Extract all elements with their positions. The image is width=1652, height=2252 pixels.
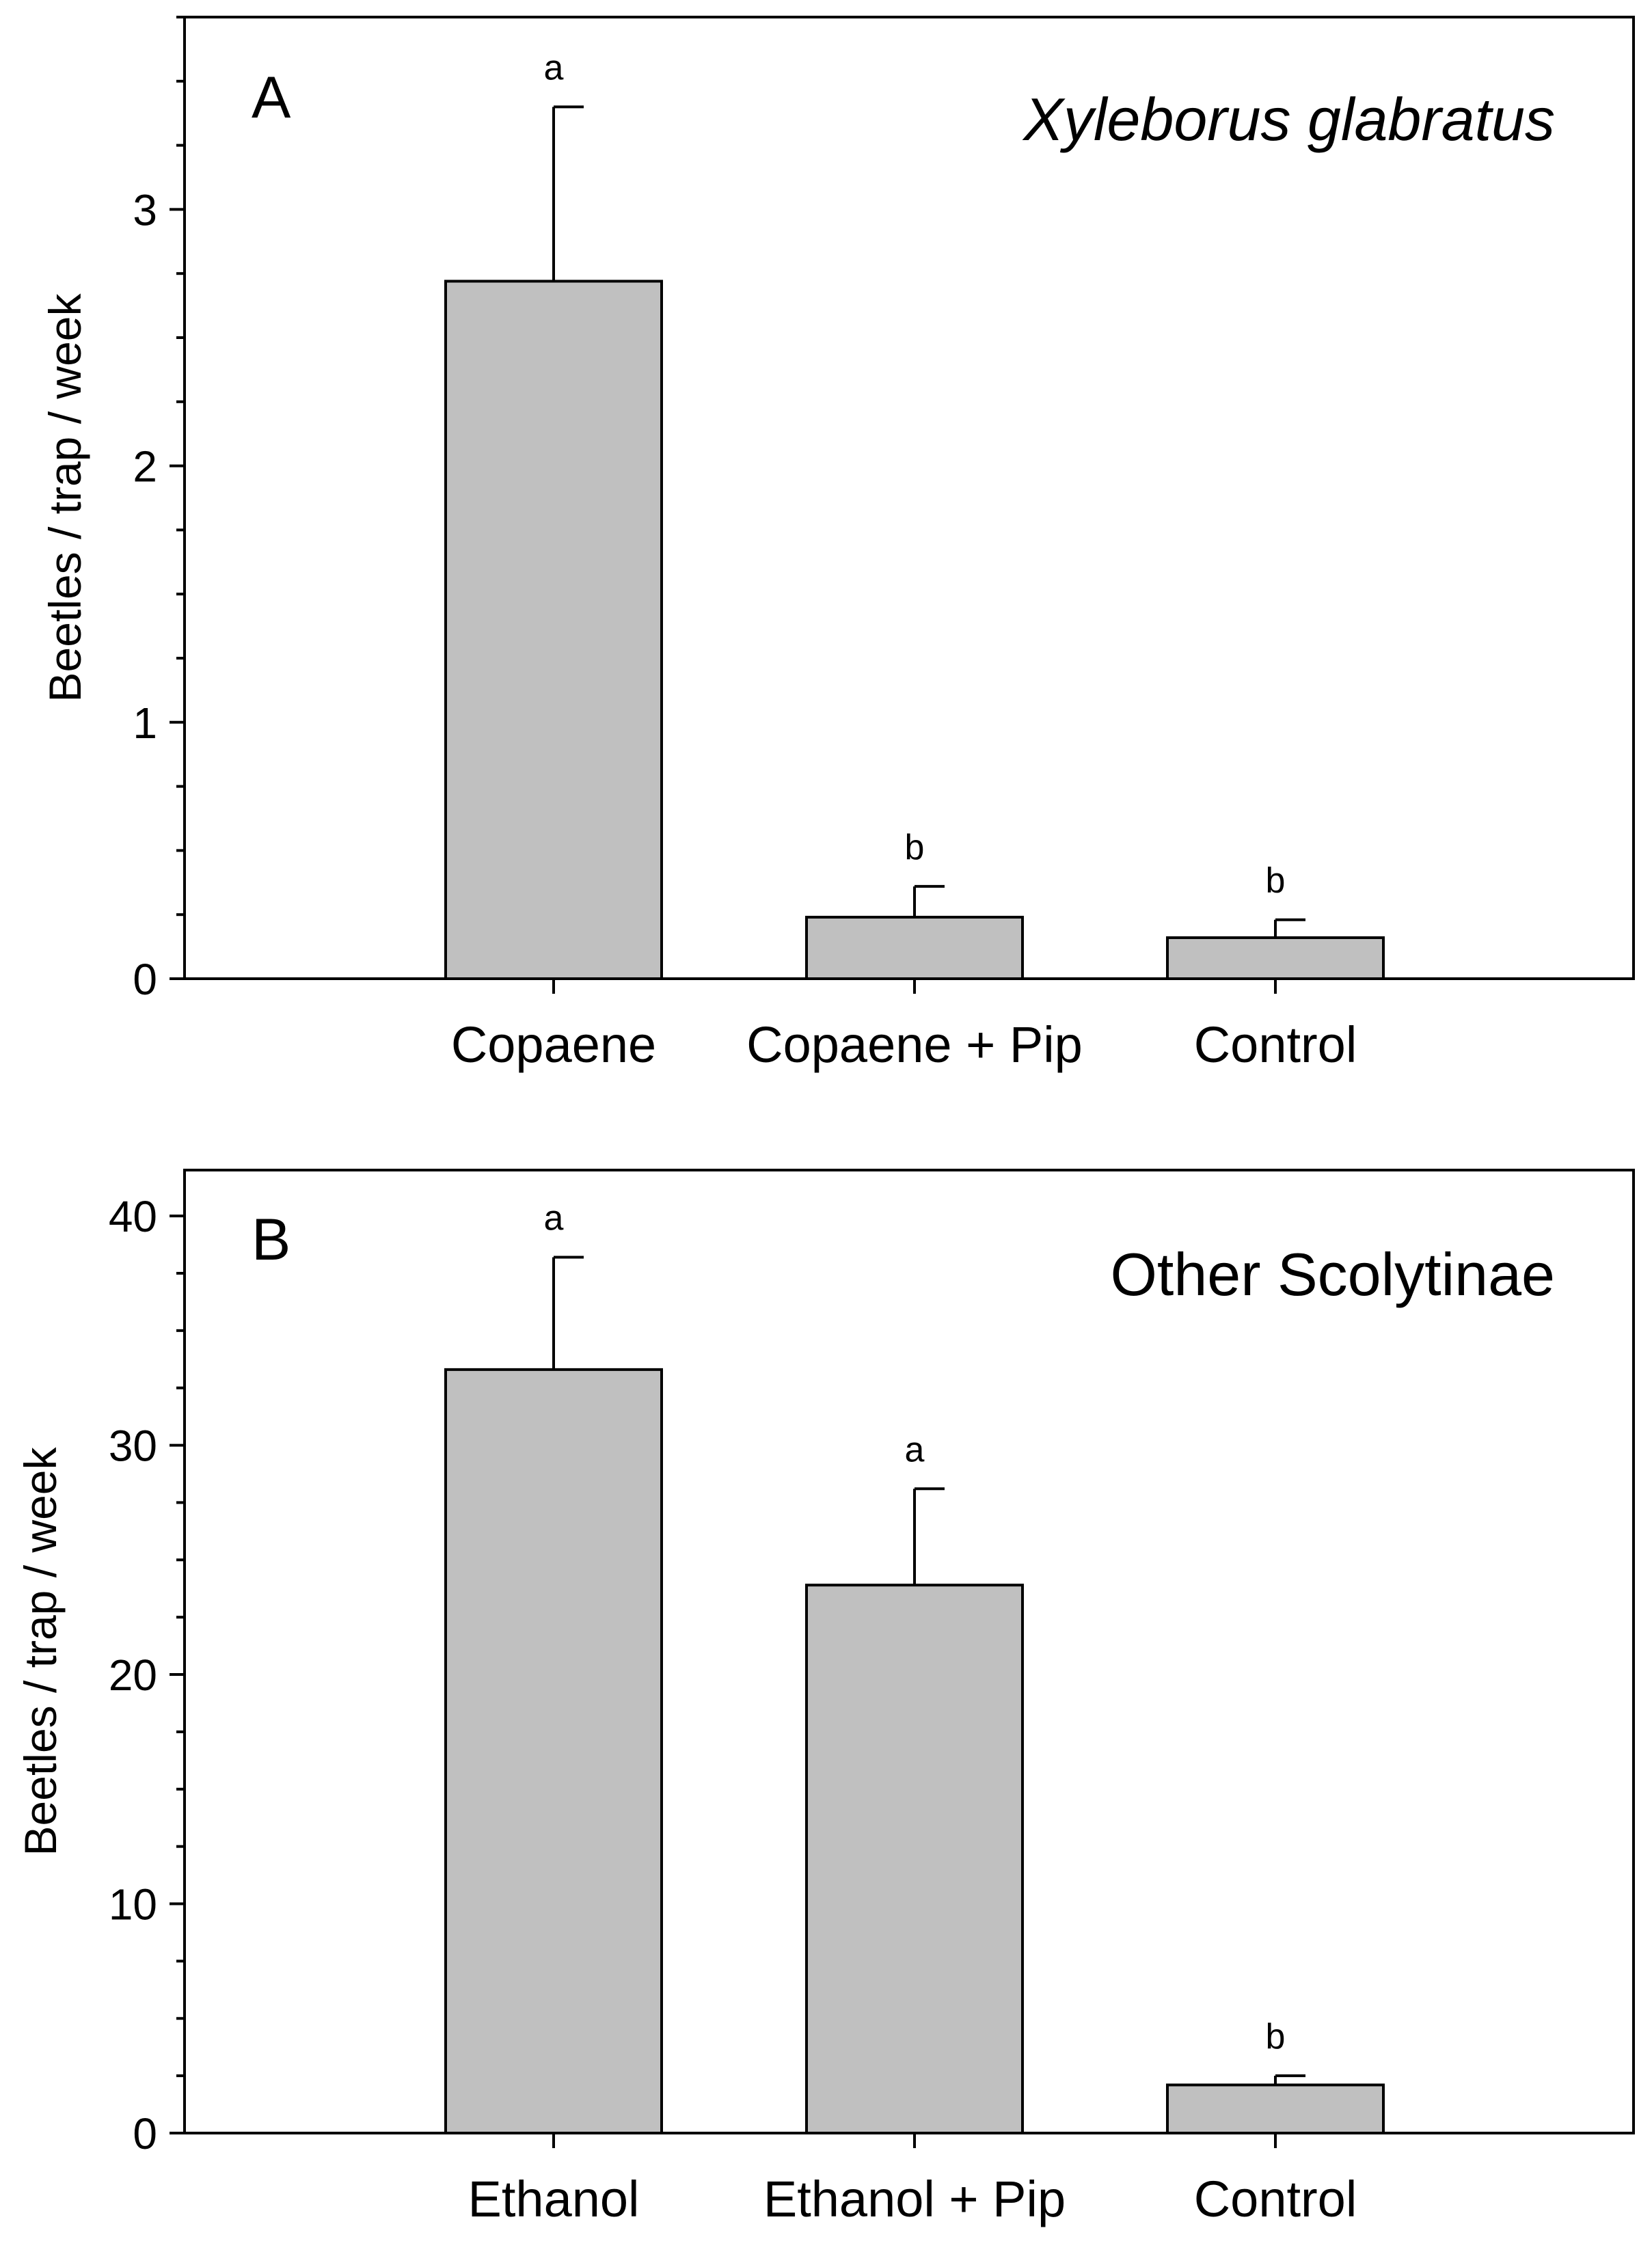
panel-a: 0 1 2 3 Copaene Copaene + Pip Control a b b A X…	[40, 16, 1635, 1073]
panel-b-label: B	[252, 1207, 290, 1273]
panel-a-title: Xyleborus glabratus	[1022, 85, 1555, 153]
panel-b-bar-2	[1166, 2083, 1385, 2135]
panel-b-significance-letters: a a b	[544, 1198, 1286, 2057]
panel-a-x-axis: Copaene Copaene + Pip Control	[451, 979, 1357, 1073]
panel-a-error-bars	[552, 105, 1305, 938]
panel-a-y-tick-label-1: 1	[133, 698, 157, 748]
panel-a-significance-0: a	[544, 48, 564, 87]
panel-b-y-axis: 0 10 20 30 40	[109, 1192, 185, 2158]
panel-a-bar-2	[1166, 936, 1385, 981]
panel-a-label: A	[252, 65, 291, 131]
panel-b-x-tick-label-1: Ethanol + Pip	[763, 2171, 1066, 2227]
panel-b-y-tick-label-0: 0	[133, 2109, 157, 2158]
panel-a-y-tick-label-3: 3	[133, 185, 157, 234]
panel-b-y-tick-label-2: 20	[109, 1651, 157, 1700]
panel-b-x-tick-label-0: Ethanol	[468, 2171, 640, 2227]
panel-a-y-tick-label-0: 0	[133, 955, 157, 1004]
panel-b-significance-2: b	[1266, 2017, 1286, 2057]
panel-b-x-axis: Ethanol Ethanol + Pip Control	[468, 2133, 1357, 2227]
panel-b-significance-0: a	[544, 1198, 564, 1238]
panel-b-bars	[444, 1368, 1385, 2135]
panel-b-x-tick-label-2: Control	[1194, 2171, 1357, 2227]
panel-b-title: Other Scolytinae	[1110, 1240, 1555, 1308]
panel-a-significance-letters: a b b	[544, 48, 1286, 900]
panel-a-bar-1	[805, 915, 1024, 981]
panel-b-y-tick-label-4: 40	[109, 1192, 157, 1241]
panel-b-y-tick-label-1: 10	[109, 1880, 157, 1929]
panel-a-significance-2: b	[1266, 861, 1286, 901]
panel-a-x-tick-label-2: Control	[1194, 1016, 1357, 1073]
panel-a-plot-frame	[183, 16, 1635, 980]
panel-b-y-tick-label-3: 30	[109, 1422, 157, 1471]
panel-b-plot-frame	[183, 1169, 1635, 2134]
panel-a-x-tick-label-1: Copaene + Pip	[746, 1016, 1083, 1073]
panel-a-bar-0	[444, 280, 663, 980]
panel-b-bar-0	[444, 1368, 663, 2134]
panel-b-y-axis-label: Beetles / trap / week	[15, 1447, 66, 1856]
panel-b-error-bars	[552, 1256, 1305, 2085]
panel-a-y-axis-label: Beetles / trap / week	[40, 293, 90, 703]
panel-a-y-tick-label-2: 2	[133, 442, 157, 491]
panel-a-y-axis: 0 1 2 3	[133, 16, 185, 1004]
panel-a-significance-1: b	[905, 828, 925, 867]
panel-b-significance-1: a	[905, 1430, 925, 1469]
panel-b-bar-1	[805, 1584, 1024, 2134]
panel-a-bars	[444, 280, 1385, 981]
panel-a-x-tick-label-0: Copaene	[451, 1016, 656, 1073]
